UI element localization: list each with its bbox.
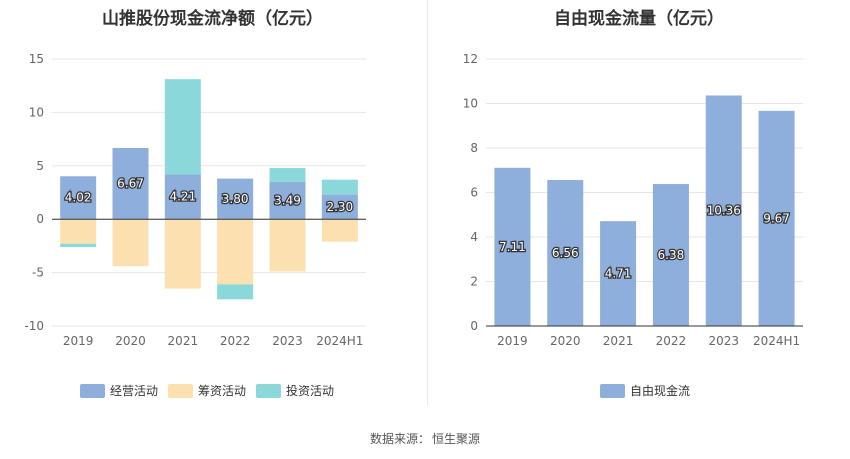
legend-swatch bbox=[256, 384, 281, 398]
data-label: 3.49 bbox=[274, 194, 301, 208]
free-cash-flow-bar bbox=[600, 221, 637, 326]
data-label: 7.11 bbox=[499, 240, 526, 254]
y-tick-label: 15 bbox=[29, 52, 44, 66]
x-tick-label: 2022 bbox=[656, 334, 687, 348]
free-cash-flow-bar bbox=[494, 167, 531, 326]
x-tick-label: 2019 bbox=[497, 334, 528, 348]
y-tick-label: 2 bbox=[470, 275, 478, 289]
investing-bar bbox=[217, 284, 254, 300]
source-label: 数据来源： bbox=[369, 432, 430, 446]
free-cash-flow-bar bbox=[652, 184, 689, 326]
operating-bar bbox=[269, 181, 306, 220]
operating-bar bbox=[60, 176, 97, 220]
data-label: 6.56 bbox=[552, 246, 579, 260]
free-cash-flow-bar bbox=[705, 95, 742, 327]
y-tick-label: 4 bbox=[470, 230, 478, 244]
free-cash-flow-bar bbox=[758, 110, 795, 326]
data-label: 4.21 bbox=[169, 190, 196, 204]
x-tick-label: 2024H1 bbox=[316, 334, 363, 348]
x-tick-label: 2022 bbox=[220, 334, 251, 348]
x-tick-label: 2020 bbox=[115, 334, 146, 348]
source-value: 恒生聚源 bbox=[432, 432, 481, 446]
operating-bar bbox=[321, 194, 358, 220]
chart-divider bbox=[427, 0, 428, 405]
financing-bar bbox=[112, 219, 149, 267]
x-tick-label: 2019 bbox=[63, 334, 94, 348]
x-tick-label: 2020 bbox=[550, 334, 581, 348]
legend-swatch bbox=[80, 384, 105, 398]
x-tick-label: 2021 bbox=[168, 334, 199, 348]
financing-bar bbox=[217, 219, 254, 285]
free-cash-flow-bar bbox=[547, 180, 584, 326]
data-source: 数据来源： 恒生聚源 bbox=[0, 430, 850, 447]
right-chart-title: 自由现金流量（亿元） bbox=[554, 9, 724, 29]
x-tick-label: 2021 bbox=[603, 334, 634, 348]
investing-bar bbox=[321, 179, 358, 195]
data-label: 2.30 bbox=[326, 200, 353, 214]
investing-bar bbox=[60, 243, 97, 247]
data-label: 4.02 bbox=[65, 191, 92, 205]
free-cash-flow-chart: 12 10 8 6 4 2 0 7.11 2019 6.56 2020 4.71 2021 6.38 202… bbox=[463, 52, 803, 398]
cash-flow-net-chart: 15 10 5 0 -5 -10 4.02 2019 6.67 2020 4.21 2021 3.80 2… bbox=[24, 52, 366, 398]
data-label: 10.36 bbox=[707, 204, 741, 218]
y-tick-label: -10 bbox=[24, 319, 44, 333]
left-chart-title: 山推股份现金流净额（亿元） bbox=[102, 9, 323, 29]
y-tick-label: 5 bbox=[36, 159, 44, 173]
legend-swatch bbox=[600, 384, 625, 398]
data-label: 4.71 bbox=[605, 267, 632, 281]
financing-bar bbox=[164, 219, 201, 289]
data-label: 6.67 bbox=[117, 177, 144, 191]
data-label: 9.67 bbox=[763, 211, 790, 225]
x-tick-label: 2023 bbox=[272, 334, 303, 348]
y-tick-label: 10 bbox=[463, 97, 478, 111]
y-tick-label: -5 bbox=[32, 266, 44, 280]
data-label: 6.38 bbox=[658, 248, 685, 262]
y-tick-label: 6 bbox=[470, 186, 478, 200]
y-tick-label: 8 bbox=[470, 141, 478, 155]
y-tick-label: 0 bbox=[470, 319, 478, 333]
financing-bar bbox=[60, 219, 97, 244]
x-tick-label: 2023 bbox=[708, 334, 739, 348]
x-tick-label: 2024H1 bbox=[753, 334, 800, 348]
financing-bar bbox=[321, 219, 358, 242]
legend-label: 经营活动 bbox=[110, 384, 158, 398]
y-tick-label: 12 bbox=[463, 52, 478, 66]
operating-bar bbox=[217, 178, 254, 220]
financing-bar bbox=[269, 219, 306, 272]
legend-label: 自由现金流 bbox=[630, 383, 690, 398]
investing-bar bbox=[269, 168, 306, 182]
operating-bar bbox=[164, 174, 201, 220]
data-label: 3.80 bbox=[222, 192, 249, 206]
operating-bar bbox=[112, 147, 149, 220]
y-tick-label: 10 bbox=[29, 105, 44, 119]
y-tick-label: 0 bbox=[36, 212, 44, 226]
legend-label: 投资活动 bbox=[286, 383, 334, 398]
legend-label: 筹资活动 bbox=[198, 384, 246, 398]
legend-swatch bbox=[168, 384, 193, 398]
investing-bar bbox=[164, 79, 201, 175]
